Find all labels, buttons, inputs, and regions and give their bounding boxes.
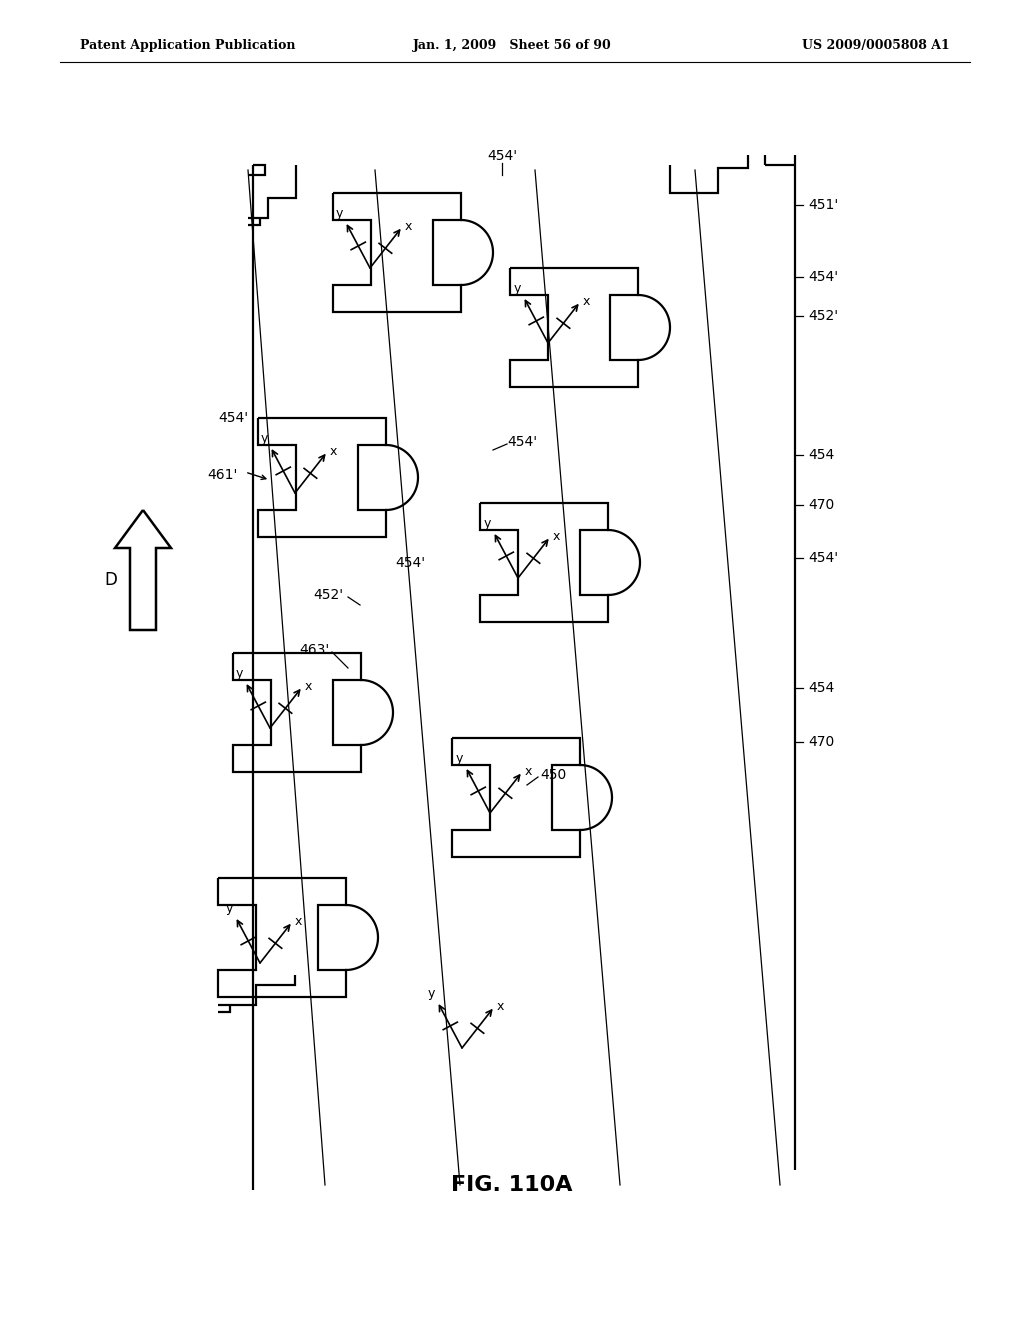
Text: y: y [225, 902, 232, 915]
Text: 454: 454 [808, 447, 835, 462]
Text: 454': 454' [808, 271, 838, 284]
Text: y: y [260, 432, 267, 445]
Text: y: y [513, 282, 520, 294]
Text: y: y [483, 517, 490, 529]
Text: 454: 454 [808, 681, 835, 696]
Text: 452': 452' [313, 587, 343, 602]
Text: 451': 451' [808, 198, 839, 213]
Text: x: x [524, 766, 532, 777]
Text: x: x [330, 445, 337, 458]
Text: 454': 454' [487, 149, 517, 162]
Text: y: y [236, 667, 243, 680]
Text: x: x [305, 680, 312, 693]
Text: y: y [427, 987, 434, 999]
Text: 463': 463' [300, 643, 330, 657]
Text: x: x [497, 1001, 504, 1012]
Text: 454': 454' [507, 436, 538, 449]
Text: 454': 454' [218, 411, 248, 425]
Text: y: y [455, 752, 463, 764]
Text: y: y [335, 207, 342, 220]
Text: x: x [583, 296, 590, 308]
Text: FIG. 110A: FIG. 110A [452, 1175, 572, 1195]
Text: x: x [295, 915, 302, 928]
Text: 452': 452' [808, 309, 838, 323]
Text: 450: 450 [540, 768, 566, 781]
Text: x: x [553, 531, 560, 543]
Text: x: x [404, 220, 412, 234]
Text: 470: 470 [808, 498, 835, 512]
Text: D: D [104, 572, 117, 589]
Text: US 2009/0005808 A1: US 2009/0005808 A1 [802, 38, 950, 51]
Text: Patent Application Publication: Patent Application Publication [80, 38, 296, 51]
Text: 461': 461' [208, 469, 238, 482]
Text: Jan. 1, 2009   Sheet 56 of 90: Jan. 1, 2009 Sheet 56 of 90 [413, 38, 611, 51]
Text: 454': 454' [395, 556, 425, 570]
Text: 454': 454' [808, 550, 838, 565]
Text: 470: 470 [808, 735, 835, 748]
